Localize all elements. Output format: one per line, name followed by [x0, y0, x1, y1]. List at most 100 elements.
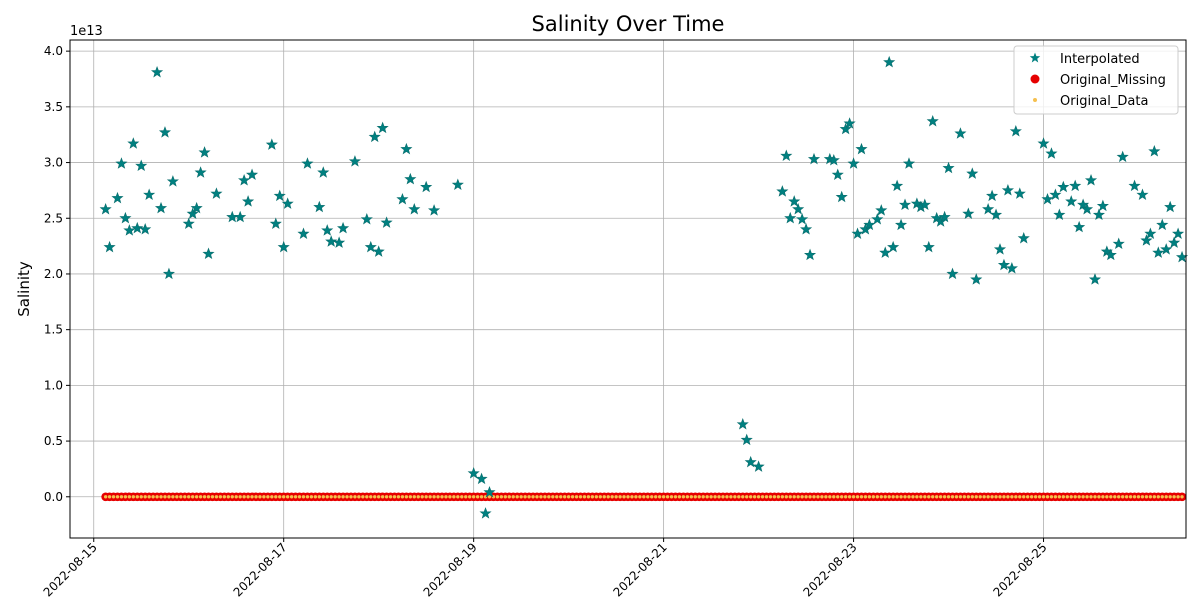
original-data-point	[1053, 495, 1058, 499]
interpolated-point	[1037, 137, 1050, 149]
y-tick-label: 0.5	[44, 434, 63, 448]
original-data-point	[515, 495, 519, 499]
original-data-point	[119, 495, 124, 499]
original-data-point	[570, 495, 575, 499]
original-data-point	[760, 495, 765, 499]
original-data-point	[566, 495, 571, 499]
original-data-point	[270, 495, 274, 499]
interpolated-point	[348, 155, 361, 167]
original-data-point	[511, 495, 515, 499]
interpolated-point	[325, 235, 338, 247]
original-data-point	[1045, 495, 1050, 499]
interpolated-point	[993, 243, 1007, 255]
y-tick-label: 1.0	[44, 378, 63, 392]
original-data-point	[503, 495, 508, 499]
interpolated-point	[1116, 150, 1129, 163]
interpolated-point	[1053, 208, 1066, 221]
interpolated-point	[851, 227, 864, 239]
original-data-point	[357, 495, 361, 499]
interpolated-point	[380, 216, 393, 228]
interpolated-point	[428, 204, 441, 216]
original-data-point	[238, 495, 242, 499]
original-data-point	[638, 495, 642, 499]
plot-frame	[69, 39, 1187, 539]
interpolated-point	[238, 174, 251, 186]
original-data-point	[1168, 495, 1172, 499]
original-data-point	[927, 495, 931, 499]
original-data-point	[574, 495, 579, 499]
original-data-series	[103, 495, 1184, 499]
interpolated-point	[740, 433, 753, 446]
interpolated-point	[1096, 199, 1109, 212]
interpolated-point	[143, 188, 156, 201]
original-data-point	[373, 495, 377, 499]
y-tick-label: 2.5	[44, 211, 63, 225]
original-data-point	[776, 495, 781, 499]
original-data-point	[843, 495, 848, 499]
original-data-point	[808, 495, 812, 499]
original-data-point	[748, 495, 753, 499]
original-data-point	[254, 495, 258, 499]
original-data-point	[301, 495, 306, 499]
original-data-point	[1128, 495, 1133, 499]
original-data-point	[582, 495, 587, 499]
original-data-point	[543, 495, 547, 499]
interpolated-point	[1009, 125, 1022, 137]
interpolated-point	[321, 224, 334, 236]
original-data-point	[1176, 495, 1180, 499]
original-data-point	[673, 495, 678, 499]
legend-missing-marker	[1030, 74, 1040, 84]
interpolated-point	[301, 157, 314, 169]
original-data-point	[883, 495, 887, 499]
interpolated-point	[99, 202, 112, 215]
interpolated-point	[752, 460, 765, 472]
original-data-point	[1136, 495, 1141, 499]
interpolated-point	[245, 168, 259, 180]
interpolated-point	[855, 142, 868, 155]
original-data-point	[226, 495, 230, 499]
original-data-point	[527, 495, 531, 499]
original-data-point	[966, 495, 971, 499]
original-data-point	[369, 495, 373, 499]
interpolated-point	[475, 472, 488, 485]
y-tick-label: 1.5	[44, 323, 63, 337]
original-data-point	[958, 495, 963, 499]
original-data-point	[614, 495, 618, 499]
original-data-point	[729, 495, 733, 499]
interpolated-point	[796, 213, 809, 225]
original-data-point	[143, 495, 147, 499]
original-data-point	[665, 495, 670, 499]
original-data-point	[282, 495, 286, 499]
original-data-point	[183, 495, 187, 499]
original-data-point	[428, 495, 432, 499]
original-data-point	[998, 495, 1002, 499]
interpolated-point	[1065, 195, 1078, 207]
interpolated-point	[337, 221, 350, 234]
original-data-point	[693, 495, 697, 499]
original-data-point	[828, 495, 832, 499]
y-tick-label: 2.0	[44, 267, 63, 281]
original-data-point	[1140, 495, 1145, 499]
interpolated-point	[780, 149, 793, 162]
original-data-point	[242, 495, 246, 499]
original-data-point	[123, 495, 128, 499]
original-data-point	[946, 495, 951, 499]
original-data-point	[127, 495, 132, 499]
original-data-point	[432, 495, 436, 499]
original-data-point	[547, 495, 551, 499]
original-data-point	[107, 495, 112, 499]
interpolated-point	[891, 179, 904, 192]
original-data-point	[697, 495, 701, 499]
original-data-point	[646, 495, 650, 499]
original-data-point	[832, 495, 836, 499]
interpolated-point	[1168, 236, 1181, 248]
interpolated-point	[483, 485, 496, 498]
original-data-point	[931, 495, 935, 499]
original-data-point	[745, 495, 749, 499]
original-data-point	[1093, 495, 1097, 499]
original-data-point	[1172, 495, 1176, 499]
original-data-point	[388, 495, 393, 499]
interpolated-point	[190, 201, 203, 214]
original-data-point	[412, 495, 416, 499]
interpolated-point	[158, 126, 172, 138]
